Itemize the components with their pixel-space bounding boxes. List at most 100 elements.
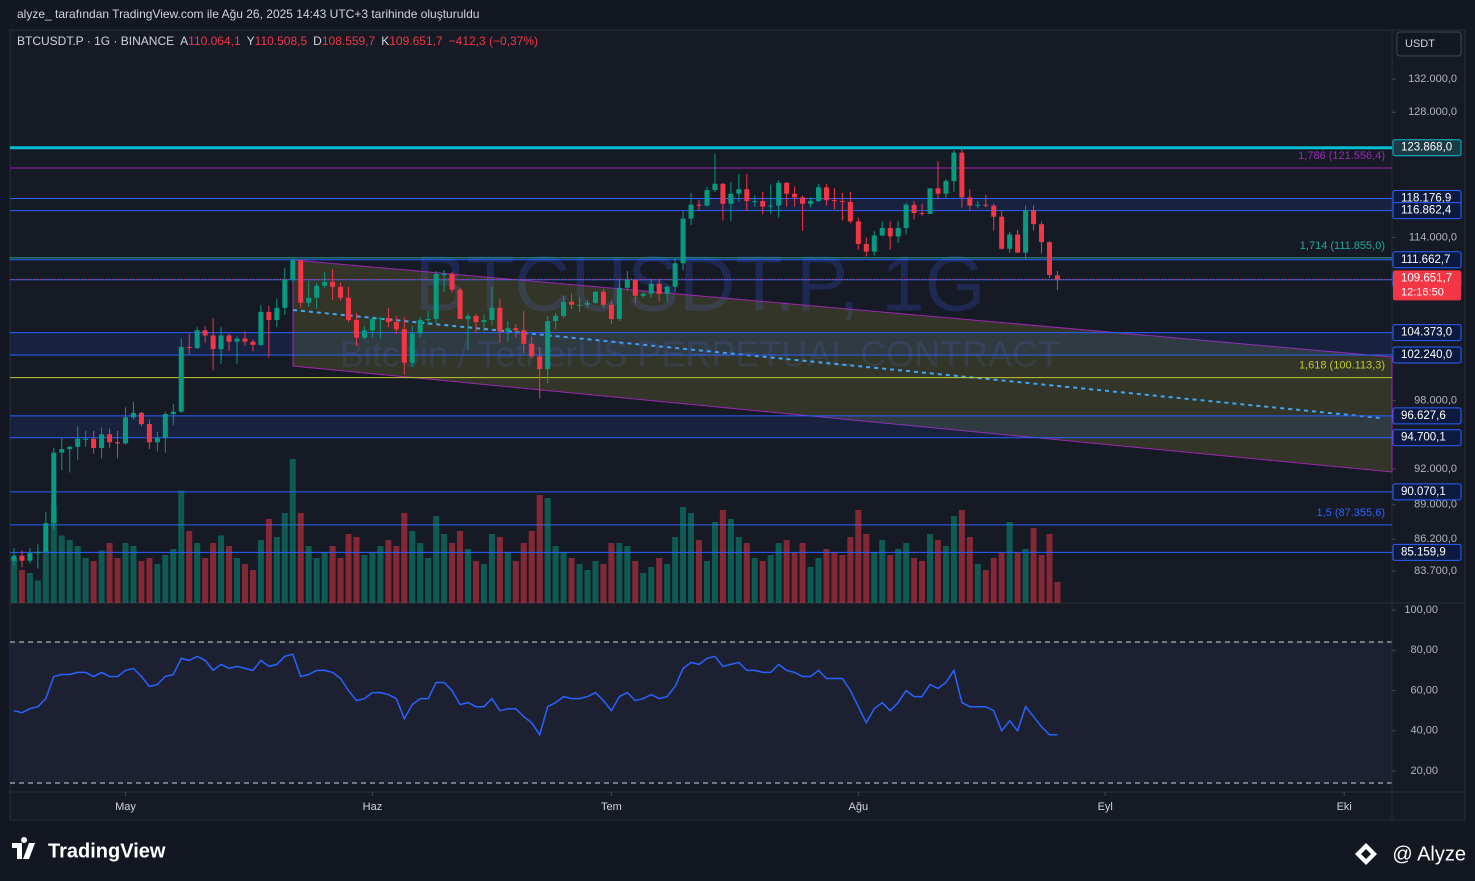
- volume-bar: [194, 543, 201, 603]
- candle-body: [346, 297, 352, 321]
- volume-bar: [345, 534, 352, 603]
- volume-bar: [640, 573, 647, 603]
- high: 110.508,5: [255, 34, 308, 48]
- candle-body: [911, 204, 917, 214]
- level-tag-label: 116.862,4: [1401, 205, 1452, 217]
- volume-bar: [895, 549, 902, 603]
- candle-body: [720, 183, 726, 204]
- symbol: BTCUSDT.P · 1G · BINANCE: [17, 34, 174, 48]
- volume-bar: [130, 546, 137, 603]
- volume-bar: [74, 546, 81, 603]
- volume-bar: [783, 540, 790, 603]
- volume-bar: [576, 564, 583, 603]
- author-icon: [1355, 843, 1377, 865]
- volume-bar: [839, 555, 846, 603]
- author: @ Alyze: [1392, 843, 1466, 865]
- candle-body: [1031, 210, 1037, 225]
- volume-bar: [154, 564, 161, 603]
- volume-bar: [361, 555, 368, 603]
- volume-bar: [202, 558, 209, 603]
- candle-body: [138, 412, 144, 425]
- volume-bar: [966, 537, 973, 603]
- candle-body: [592, 291, 598, 303]
- volume-bar: [337, 558, 344, 603]
- candle-body: [250, 341, 256, 345]
- volume-bar: [791, 552, 798, 603]
- candle-body: [210, 335, 216, 350]
- volume-bar: [114, 558, 121, 603]
- candle-body: [67, 446, 73, 450]
- volume-bar: [608, 543, 615, 603]
- candle-body: [75, 438, 81, 447]
- y-tick-label: 114.000,0: [1409, 231, 1457, 243]
- candle-body: [943, 181, 949, 194]
- candle-body: [146, 424, 152, 443]
- volume-bar: [520, 543, 527, 603]
- volume-bar: [58, 535, 65, 603]
- x-tick-label: Eki: [1337, 801, 1352, 813]
- volume-bar: [146, 558, 153, 603]
- candle-body: [59, 449, 65, 453]
- candle-body: [353, 320, 359, 338]
- candle-body: [808, 201, 814, 204]
- candle-body: [393, 322, 399, 330]
- candle-body: [664, 286, 670, 294]
- volume-bar: [226, 546, 233, 603]
- volume-bar: [735, 537, 742, 603]
- candle-body: [863, 244, 869, 252]
- currency-button[interactable]: [1396, 31, 1462, 57]
- candle-body: [792, 193, 798, 198]
- fib-label: 1,618 (100.113,3): [1299, 360, 1385, 372]
- candle-body: [338, 286, 344, 298]
- candle-body: [871, 235, 877, 252]
- candle-body: [107, 434, 113, 443]
- candle-body: [282, 279, 288, 308]
- open: 110.064,1: [188, 34, 241, 48]
- volume-bar: [289, 459, 296, 603]
- volume-bar: [465, 549, 472, 603]
- volume-bar: [42, 550, 49, 603]
- volume-bar: [234, 558, 241, 603]
- volume-bar: [815, 558, 822, 603]
- y-tick-label: 83.700,0: [1414, 565, 1457, 577]
- volume-bar: [855, 510, 862, 603]
- volume-bar: [568, 558, 575, 603]
- rsi-tick-label: 80,00: [1410, 644, 1438, 656]
- candle-body: [919, 213, 925, 215]
- volume-bar: [799, 543, 806, 603]
- candle-body: [744, 189, 750, 202]
- candle-body: [569, 301, 575, 305]
- x-tick-label: Tem: [601, 801, 622, 813]
- candle-body: [226, 335, 232, 342]
- level-tag-label: 90.070,1: [1401, 486, 1446, 498]
- rsi-line: [13, 653, 1058, 737]
- candle-body: [43, 523, 49, 552]
- candle-body: [513, 328, 519, 331]
- channel-midline: [292, 309, 1381, 419]
- volume-bar: [329, 546, 336, 603]
- brand-icon: [12, 837, 35, 859]
- volume-bar: [441, 534, 448, 603]
- candle-body: [489, 307, 495, 321]
- volume-bar: [1046, 534, 1053, 603]
- x-tick-label: May: [115, 801, 136, 813]
- candle-body: [162, 414, 168, 438]
- volume-bar: [98, 550, 105, 603]
- last-price-tag: [1393, 270, 1461, 301]
- volume-bar: [417, 543, 424, 603]
- candle-body: [425, 319, 431, 321]
- level-tag-label: 85.159,9: [1401, 546, 1446, 558]
- close-key: K: [381, 34, 389, 48]
- candle-body: [154, 437, 160, 443]
- volume-bar: [353, 537, 360, 603]
- candle-body: [409, 333, 415, 363]
- level-tag: [1392, 483, 1462, 501]
- volume-bar: [767, 555, 774, 603]
- candle-body: [704, 190, 710, 206]
- candle-body: [648, 283, 654, 294]
- volume-bar: [178, 490, 185, 603]
- volume-bar: [823, 549, 830, 603]
- volume-bar: [369, 552, 376, 603]
- volume-bar: [919, 561, 926, 603]
- close: 109.651,7: [389, 34, 443, 48]
